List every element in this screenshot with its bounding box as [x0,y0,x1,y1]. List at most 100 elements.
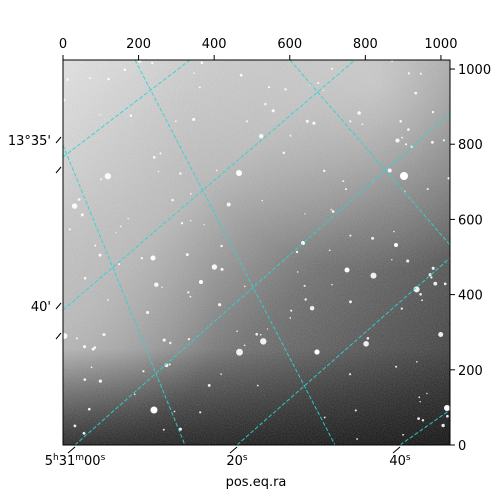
star [289,317,292,319]
star [138,60,142,63]
coordinate-grid [63,60,450,445]
star [142,370,145,373]
star [207,383,211,387]
star [266,328,269,330]
star [169,341,172,345]
star [171,198,174,202]
star [421,419,425,422]
star [401,136,403,139]
star [152,156,156,159]
bottom-tick-mark [392,446,401,454]
star [349,234,352,237]
star [218,303,222,307]
star [402,433,405,436]
star [187,337,191,341]
bright-star [444,405,450,411]
stars-layer [63,60,450,440]
star [146,310,150,315]
right-tick-label: 400 [458,289,483,304]
star [417,417,420,420]
star [400,307,403,310]
star [428,273,432,277]
star [354,409,357,412]
star [256,384,259,387]
grid-line [399,409,450,445]
star [447,176,450,180]
star [189,192,192,195]
star [322,169,326,173]
star [426,187,429,191]
bright-star [314,349,320,355]
star [304,213,306,215]
bright-star [150,255,156,261]
star [438,331,444,338]
grid-line [134,60,336,445]
star [442,139,445,142]
star [63,333,68,339]
star [430,140,434,144]
star [211,264,218,270]
star [330,208,332,211]
star [159,152,162,155]
star [331,210,335,213]
star [349,373,352,376]
star [178,427,182,431]
star [66,78,69,81]
star [118,263,121,266]
bright-star [400,172,408,180]
star [419,400,421,403]
star [443,282,447,286]
star [387,168,392,173]
star [363,340,369,347]
x-axis-label: pos.eq.ra [226,475,287,490]
star [370,272,377,279]
star [220,244,223,248]
star [236,330,238,332]
star [161,286,163,288]
star [193,72,195,74]
star [98,253,102,257]
star [77,198,81,201]
star [199,411,202,414]
star [192,117,196,121]
star [295,250,299,254]
star [243,344,246,347]
star [236,348,243,356]
plot-frame [62,59,451,446]
star [157,170,160,173]
star [371,236,375,240]
right-tick-label: 0 [458,439,466,454]
bright-star [236,170,242,176]
star [361,123,364,126]
star [331,283,333,286]
left-tick-label: 13°35' [8,134,51,149]
star [267,86,271,89]
bright-star [344,267,350,273]
star [393,230,395,233]
star [323,416,326,419]
star [220,267,224,271]
star [68,228,71,231]
star [289,134,292,137]
star [317,81,320,85]
bottom-tick-label: 5h31m00s [45,453,106,469]
star [140,257,144,260]
star [127,217,129,220]
star [107,77,110,81]
star [200,61,204,65]
star [446,414,449,418]
star [418,396,421,399]
star [83,276,87,280]
star [173,410,176,413]
star [107,299,109,301]
star [82,431,86,435]
star [260,338,267,345]
star [433,281,438,286]
star [154,282,159,287]
star [395,138,400,143]
star [198,86,201,89]
star [239,73,243,77]
top-tick-label: 1000 [424,37,457,52]
star [431,266,435,270]
left-tick-mark [55,332,62,340]
